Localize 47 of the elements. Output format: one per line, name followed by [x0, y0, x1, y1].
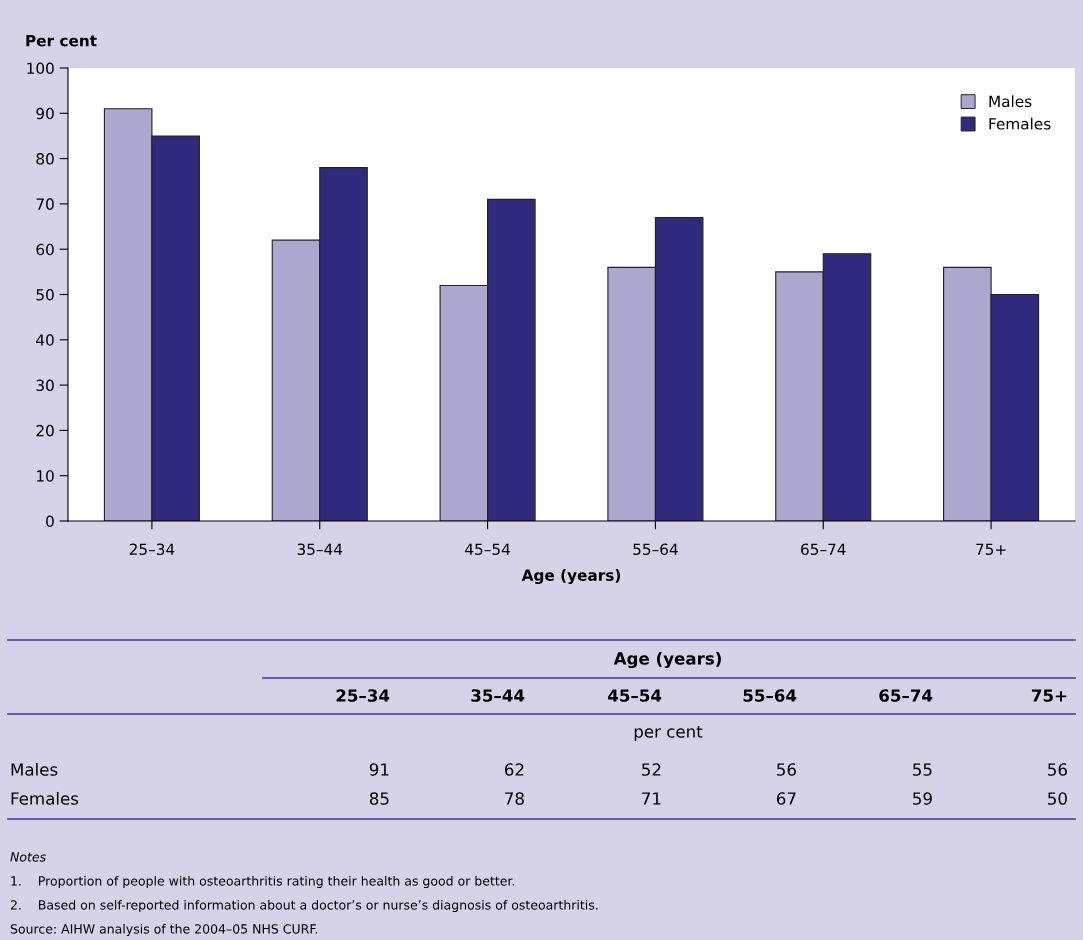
category-label: 75+: [1031, 689, 1067, 702]
x-tick-label: 45–54: [465, 543, 510, 556]
y-tick-label: 10: [37, 470, 54, 482]
text: per cent: [634, 725, 703, 742]
x-tick-label: 65–74: [801, 543, 846, 556]
y-tick-label: 0: [46, 515, 54, 528]
legend-label: Females: [989, 117, 1051, 130]
y-tick-label: 100: [27, 62, 54, 75]
legend-label: Males: [989, 95, 1032, 108]
text: Females: [11, 791, 79, 805]
data-label: 78: [505, 792, 524, 805]
data-label: 67: [776, 792, 796, 805]
y-tick-label: 70: [36, 198, 54, 210]
category-label: 35–44: [471, 689, 525, 702]
data-label: 59: [913, 792, 932, 805]
y-tick-label: 30: [36, 379, 54, 392]
data-label: 55: [913, 763, 932, 776]
x-tick-label: 25–34: [129, 543, 175, 556]
text: Males: [11, 762, 58, 776]
data-label: 71: [642, 792, 661, 805]
y-tick-label: 20: [36, 424, 54, 437]
text: 2. Based on self-reported information about a doctor’s or nurse’s diagnosis of osteoarthritis.: [10, 899, 598, 913]
x-tick-label: 35–44: [297, 543, 343, 556]
category-label: 45–54: [608, 689, 662, 702]
category-label: 25–34: [336, 689, 390, 702]
data-label: 91: [369, 763, 389, 776]
y-tick-label: 90: [36, 107, 54, 120]
data-label: 62: [504, 763, 524, 776]
x-tick-label: 75+: [976, 543, 1006, 556]
data-label: 56: [777, 763, 796, 776]
data-label: 50: [1048, 792, 1067, 805]
x-tick-label: 55–64: [633, 543, 678, 556]
y-tick-label: 60: [36, 243, 54, 256]
data-label: 56: [1048, 763, 1067, 776]
text: Age (years): [613, 651, 721, 669]
text: 1. Proportion of people with osteoarthritis rating their health as good or better.: [11, 875, 515, 889]
y-axis-title: Per cent: [26, 35, 97, 47]
text: Notes: [10, 852, 46, 862]
y-tick-label: 40: [36, 334, 54, 346]
y-tick-label: 80: [36, 153, 54, 165]
x-axis-title: Age (years): [521, 569, 621, 585]
category-label: 65–74: [879, 689, 933, 702]
y-tick-label: 50: [36, 288, 54, 301]
source-note: Source: AIHW analysis of the 2004–05 NHS CURF.: [10, 923, 318, 937]
data-label: 52: [642, 763, 661, 776]
data-label: 85: [369, 792, 389, 805]
category-label: 55–64: [743, 689, 797, 702]
